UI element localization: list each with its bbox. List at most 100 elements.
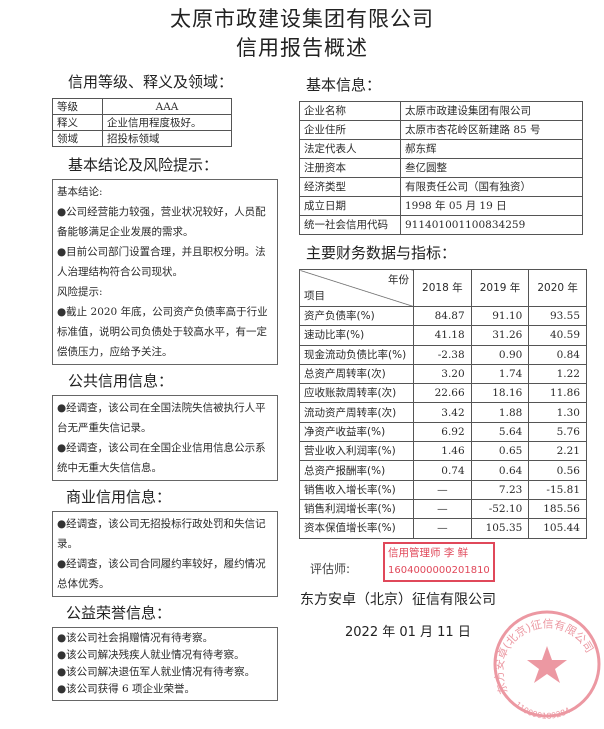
info-value: 叁亿圆整 (400, 158, 583, 178)
metric-value: 1.30 (528, 402, 587, 423)
info-label: 统一社会信用代码 (299, 215, 401, 235)
year-header: 2018 年 (413, 269, 472, 307)
svg-text:110000189284: 110000189284 (513, 700, 572, 721)
metric-value: 3.42 (413, 402, 472, 423)
honor-heading: 公益荣誉信息： (66, 604, 172, 622)
metric-label: 营业收入利润率(%) (299, 441, 414, 462)
metric-value: -2.38 (413, 344, 472, 365)
rating-label: 等级 (52, 98, 103, 115)
metric-value: 0.90 (470, 344, 530, 365)
metric-value: 2.21 (528, 441, 587, 462)
corner-cell: 年份 项目 (299, 269, 414, 307)
year-header: 2019 年 (470, 269, 530, 307)
metric-value: 40.59 (528, 325, 587, 346)
metric-value: 0.65 (470, 441, 530, 462)
metric-label: 速动比率(%) (299, 325, 414, 346)
evaluator-label: 评估师: (310, 562, 351, 576)
stamp-title: 信用管理师 李 鲜 (388, 547, 469, 559)
table-row: 成立日期 1998 年 05 月 19 日 (299, 196, 583, 216)
metric-value: 84.87 (413, 305, 472, 327)
table-row: 年份 项目 2018 年 2019 年 2020 年 (299, 269, 587, 307)
table-row: 销售收入增长率(%) —7.23 -15.81 (299, 479, 587, 500)
metric-label: 资本保值增长率(%) (299, 518, 414, 539)
table-row: 注册资本 叁亿圆整 (299, 158, 583, 178)
honor-item: 该公司社会捐赠情况有待考察。 (57, 630, 273, 647)
metric-value: 3.20 (413, 363, 472, 385)
basic-info-table: 企业名称 太原市政建设集团有限公司 企业住所 太原市杏花岭区新建路 85 号法定代表人… (299, 101, 583, 235)
corner-year: 年份 (388, 274, 409, 286)
table-row: 资产负债率(%) 84.87 91.10 93.55 (299, 305, 587, 327)
metric-value: -52.10 (470, 498, 530, 520)
metric-value: 185.56 (528, 498, 587, 520)
info-label: 企业住所 (299, 120, 401, 140)
metric-value: 5.64 (470, 421, 530, 443)
table-row: 速动比率(%) 41.18 31.26 40.59 (299, 325, 587, 346)
info-label: 法定代表人 (299, 139, 401, 159)
table-row: 总资产报酬率(%) 0.74 0.64 0.56 (299, 460, 587, 481)
honor-item: 该公司获得 6 项企业荣誉。 (57, 681, 273, 698)
metric-value: 7.23 (470, 479, 530, 500)
appraiser-stamp: 信用管理师 李 鲜 1604000000201810 (383, 542, 495, 582)
public-credit-heading: 公共信用信息： (68, 372, 174, 390)
metric-value: — (413, 479, 472, 500)
rating-label: 领域 (52, 130, 103, 147)
table-row: 资本保值增长率(%) —105.35 105.44 (299, 518, 587, 539)
rating-value: 招投标领域 (102, 130, 232, 147)
conclusion-item: 目前公司部门设置合理，并且职权分明。法人治理结构符合公司现状。 (57, 242, 273, 282)
metric-value: 91.10 (470, 305, 530, 327)
rating-table: 等级 AAA 释义 企业信用程度极好。 领域 招投标领域 (52, 98, 232, 147)
basic-conclusion-label: 基本结论: (57, 186, 103, 198)
public-credit-box: 经调查，该公司在全国法院失信被执行人平台无严重失信记录。 经调查，该公司在全国企… (52, 395, 278, 481)
metric-label: 总资产周转率(次) (299, 363, 414, 385)
honor-item: 该公司解决退伍军人就业情况有待考察。 (57, 664, 273, 681)
table-row: 销售利润增长率(%) — -52.10 185.56 (299, 498, 587, 520)
risk-label: 风险提示: (57, 286, 103, 298)
finance-table: 年份 项目 2018 年 2019 年 2020 年资产负债率(%) 84.87 91.10… (299, 269, 587, 539)
metric-value: 0.56 (528, 460, 587, 481)
info-value: 1998 年 05 月 19 日 (400, 196, 583, 216)
metric-value: 0.74 (413, 460, 472, 481)
table-row: 经济类型 有限责任公司（国有独资） (299, 177, 583, 197)
info-label: 企业名称 (299, 101, 401, 121)
finance-heading: 主要财务数据与指标： (306, 244, 457, 262)
rating-heading: 信用等级、释义及领域： (68, 73, 234, 91)
table-row: 净资产收益率(%) 6.92 5.64 5.76 (299, 421, 587, 443)
metric-label: 资产负债率(%) (299, 305, 414, 327)
metric-value: 41.18 (413, 325, 472, 346)
year-header: 2020 年 (528, 269, 587, 307)
business-credit-item: 经调查，该公司无招投标行政处罚和失信记录。 (57, 514, 273, 554)
metric-label: 流动资产周转率(次) (299, 402, 414, 423)
metric-value: 0.84 (528, 344, 587, 365)
table-row: 总资产周转率(次) 3.20 1.74 1.22 (299, 363, 587, 385)
metric-value: 1.46 (413, 441, 472, 462)
metric-value: -15.81 (528, 479, 587, 500)
rating-value: AAA (102, 98, 232, 115)
metric-value: 18.16 (470, 383, 530, 404)
metric-value: 6.92 (413, 421, 472, 443)
metric-value: 93.55 (528, 305, 587, 327)
table-row: 流动资产周转率(次) 3.42 1.88 1.30 (299, 402, 587, 423)
table-row: 等级 AAA (52, 98, 232, 115)
document-title: 太原市政建设集团有限公司 (170, 7, 434, 31)
info-label: 注册资本 (299, 158, 401, 178)
metric-value: 22.66 (413, 383, 472, 404)
business-credit-heading: 商业信用信息： (66, 488, 172, 506)
seal-number: 110000189284 (513, 700, 572, 721)
info-value: 太原市杏花岭区新建路 85 号 (400, 120, 583, 140)
table-row: 应收账款周转率(次) 22.66 18.16 11.86 (299, 383, 587, 404)
info-value: 郝东辉 (400, 139, 583, 159)
table-row: 法定代表人 郝东辉 (299, 139, 583, 159)
rating-label: 释义 (52, 114, 103, 131)
table-row: 企业名称 太原市政建设集团有限公司 (299, 101, 583, 121)
metric-value: 105.44 (528, 518, 587, 539)
honor-item: 该公司解决残疾人就业情况有待考察。 (57, 647, 273, 664)
info-value: 有限责任公司（国有独资） (400, 177, 583, 197)
metric-value: 11.86 (528, 383, 587, 404)
info-value: 太原市政建设集团有限公司 (400, 101, 583, 121)
public-credit-item: 经调查，该公司在全国企业信用信息公示系统中无重大失信信息。 (57, 438, 273, 478)
conclusion-box: 基本结论: 公司经营能力较强，营业状况较好，人员配备能够满足企业发展的需求。 目… (52, 179, 278, 365)
business-credit-item: 经调查，该公司合同履约率较好，履约情况总体优秀。 (57, 554, 273, 594)
info-value: 911401001100834259 (400, 215, 583, 235)
conclusion-item: 公司经营能力较强，营业状况较好，人员配备能够满足企业发展的需求。 (57, 202, 273, 242)
metric-value: 1.74 (470, 363, 530, 385)
